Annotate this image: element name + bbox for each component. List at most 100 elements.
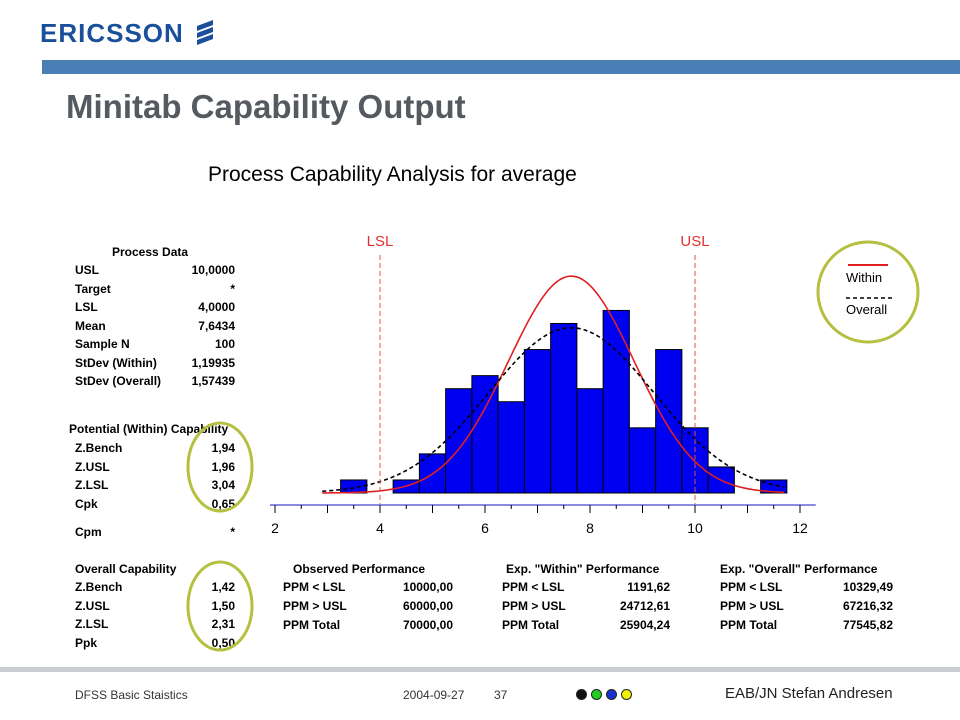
observed-performance-label: PPM Total: [283, 618, 341, 632]
overall-performance-label: PPM < LSL: [720, 580, 783, 594]
observed-performance-row: PPM Total 70000,00: [283, 618, 453, 633]
within-performance-value: 1191,62: [627, 580, 670, 594]
process-data-row: LSL 4,0000: [75, 300, 235, 315]
process-data-row: Mean 7,6434: [75, 319, 235, 334]
process-data-row: StDev (Within) 1,19935: [75, 356, 235, 371]
potential-capability-value: 1,96: [211, 459, 235, 474]
within-performance-title: Exp. "Within" Performance: [506, 562, 660, 576]
potential-capability-row: Cpk 0,65: [75, 497, 235, 512]
x-tick-label: 4: [376, 520, 384, 536]
potential-capability-label: Z.LSL: [75, 478, 109, 492]
logo-text: ERICSSON: [40, 17, 184, 48]
overall-capability-label: Z.LSL: [75, 617, 109, 631]
within-performance-label: PPM > USL: [502, 599, 566, 613]
histogram-bar: [655, 349, 683, 494]
within-distribution-curve: [322, 275, 785, 494]
observed-performance-value: 10000,00: [402, 580, 453, 594]
overall-performance-value: 10329,49: [842, 580, 893, 594]
observed-performance-label: PPM < LSL: [283, 580, 346, 594]
overall-capability-value: 1,50: [211, 598, 235, 613]
chart-title: Process Capability Analysis for average: [208, 163, 577, 186]
observed-performance-value: 60000,00: [402, 599, 453, 613]
overall-capability-row: Z.Bench 1,42: [75, 580, 235, 595]
overall-capability-value: 1,42: [211, 580, 235, 594]
histogram-bar: [602, 309, 630, 494]
potential-capability-value: *: [230, 525, 235, 539]
ericsson-logo: ERICSSON: [40, 18, 216, 48]
within-performance-label: PPM Total: [502, 618, 560, 632]
x-tick-label: 6: [481, 520, 489, 536]
process-data-row: Sample N 100: [75, 337, 235, 352]
x-tick-label: 8: [586, 520, 594, 536]
process-data-value: 4,0000: [198, 300, 235, 314]
overall-performance-title: Exp. "Overall" Performance: [720, 562, 878, 576]
within-legend-label: Within: [846, 270, 882, 285]
overall-performance-label: PPM Total: [720, 618, 778, 632]
overall-capability-title: Overall Capability: [75, 562, 177, 576]
overall-performance-row: PPM < LSL 10329,49: [720, 580, 893, 595]
overall-performance-row: PPM > USL 67216,32: [720, 599, 893, 614]
process-data-label: USL: [75, 263, 99, 277]
potential-capability-label: Cpm: [75, 525, 102, 539]
black-dot-icon: [576, 689, 587, 700]
observed-performance-value: 70000,00: [402, 618, 453, 632]
overall-capability-row: Z.USL 1,50: [75, 599, 235, 614]
process-data-title: Process Data: [112, 245, 189, 259]
spec-limit-lines: LSL USL: [367, 233, 710, 512]
footer-date: 2004-09-27: [403, 688, 465, 702]
process-data-value: 10,0000: [191, 263, 235, 277]
potential-capability-label: Cpk: [75, 496, 98, 511]
histogram-bars: [340, 309, 788, 494]
usl-label: USL: [680, 233, 709, 250]
overall-performance-row: PPM Total 77545,82: [720, 618, 893, 633]
within-performance-row: PPM < LSL 1191,62: [502, 580, 670, 595]
process-data-label: StDev (Overall): [75, 374, 162, 388]
potential-capability-row: Z.LSL 3,04: [75, 478, 235, 493]
potential-capability-value: 0,65: [211, 496, 235, 511]
observed-performance-row: PPM > USL 60000,00: [283, 599, 453, 614]
histogram-bar: [550, 322, 578, 494]
capability-histogram: LSL USL 2 4 6 8 10 12 Within Overall: [270, 233, 920, 536]
observed-performance-label: PPM > USL: [283, 599, 347, 613]
process-data-row: StDev (Overall) 1,57439: [75, 374, 235, 389]
within-performance-label: PPM < LSL: [502, 580, 565, 594]
green-dot-icon: [591, 689, 602, 700]
process-data-value: *: [230, 281, 235, 296]
potential-capability-value: 3,04: [211, 478, 235, 492]
slide-title: Minitab Capability Output: [66, 88, 466, 125]
process-data-label: Mean: [75, 318, 106, 333]
overall-capability-label: Z.Bench: [75, 580, 123, 594]
observed-performance-row: PPM < LSL 10000,00: [283, 580, 453, 595]
overall-distribution-curve: [322, 326, 785, 493]
within-performance-value: 25904,24: [619, 618, 670, 632]
process-data-row: USL 10,0000: [75, 263, 235, 278]
within-performance-row: PPM > USL 24712,61: [502, 599, 670, 614]
potential-highlight-ellipse: [186, 421, 254, 513]
potential-capability-label: Z.Bench: [75, 441, 123, 455]
within-performance-value: 24712,61: [619, 599, 670, 613]
blue-dot-icon: [606, 689, 617, 700]
histogram-bar: [628, 427, 657, 494]
chart-legend: Within Overall: [816, 240, 920, 344]
process-data-value: 100: [214, 337, 235, 351]
overall-capability-label: Ppk: [75, 635, 98, 650]
lsl-label: LSL: [367, 233, 394, 250]
overall-performance-value: 67216,32: [842, 599, 893, 613]
potential-capability-row: Z.USL 1,96: [75, 460, 235, 475]
footer-page-number: 37: [494, 688, 508, 702]
overall-capability-value: 0,50: [211, 635, 235, 650]
histogram-bar: [760, 479, 788, 494]
x-tick-label: 10: [687, 520, 703, 536]
overall-highlight-ellipse: [186, 560, 254, 652]
overall-capability-value: 2,31: [211, 617, 235, 631]
within-performance-row: PPM Total 25904,24: [502, 618, 670, 633]
potential-capability-label: Z.USL: [75, 459, 110, 474]
header-bar: [0, 60, 960, 74]
x-tick-label: 12: [792, 520, 808, 536]
overall-capability-label: Z.USL: [75, 598, 110, 613]
footer-dots: [576, 689, 632, 700]
overall-performance-value: 77545,82: [842, 618, 893, 632]
observed-performance-title: Observed Performance: [293, 562, 426, 576]
x-tick-label: 2: [271, 520, 279, 536]
